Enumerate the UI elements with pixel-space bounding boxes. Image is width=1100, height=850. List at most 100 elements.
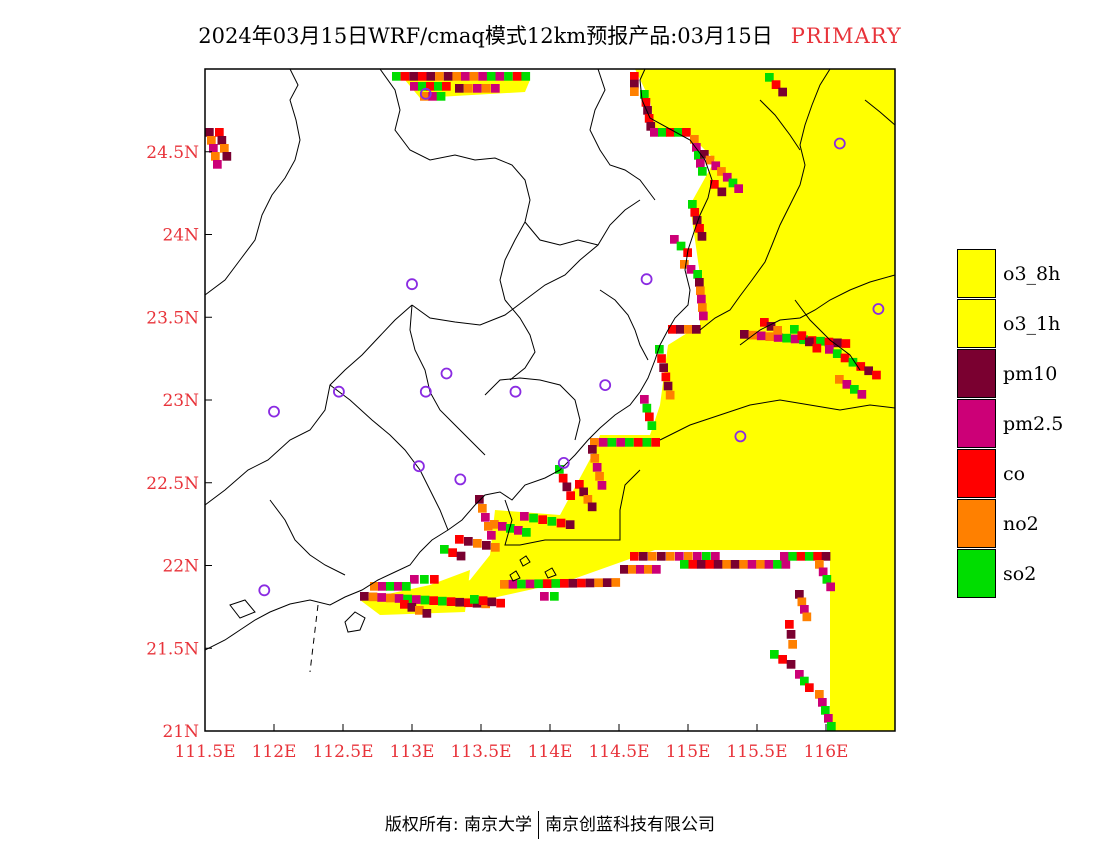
pollutant-cell xyxy=(565,520,575,529)
pollutant-cell xyxy=(435,72,444,81)
pollutant-cell xyxy=(864,366,873,376)
pollutant-cell xyxy=(636,565,645,574)
pollutant-cell xyxy=(409,72,418,81)
pollutant-cell xyxy=(400,600,409,609)
pollutant-cell xyxy=(575,480,584,489)
footer-separator xyxy=(538,811,540,839)
pollutant-cell xyxy=(386,593,395,603)
pollutant-cell xyxy=(470,595,479,604)
pollutant-cell xyxy=(770,650,779,659)
pollutant-cell xyxy=(702,552,711,561)
pollutant-cell xyxy=(668,325,677,334)
station-marker xyxy=(406,278,418,291)
pollutant-cell xyxy=(690,135,699,144)
pollutant-cell xyxy=(856,362,866,371)
admin-boundaries xyxy=(205,69,895,673)
pollutant-cell xyxy=(818,567,828,577)
pollutant-cell xyxy=(455,535,464,544)
pollutant-cell xyxy=(816,336,825,346)
pollutant-cell xyxy=(698,303,707,312)
legend-label: pm10 xyxy=(1003,363,1058,385)
pollutant-cell xyxy=(410,575,419,584)
station-marker xyxy=(640,273,653,286)
pollutant-cell xyxy=(692,216,702,225)
pollutant-cell xyxy=(209,144,218,153)
y-tick-label: 23N xyxy=(162,391,199,411)
pollutant-cell xyxy=(695,224,704,233)
island-3 xyxy=(519,555,531,567)
x-tick-label: 111.5E xyxy=(174,742,235,762)
pollutant-cell xyxy=(692,143,701,152)
pollutant-cell xyxy=(426,72,436,81)
pollutant-cell xyxy=(711,161,721,171)
station-marker xyxy=(599,379,612,392)
x-tick-label: 115E xyxy=(666,742,711,762)
pollutant-cell xyxy=(825,345,834,354)
pollutant-cell xyxy=(646,122,656,131)
pollutant-cell xyxy=(821,706,830,715)
pollutant-cell xyxy=(587,502,597,512)
legend-label: pm2.5 xyxy=(1003,413,1064,435)
pollutant-cell xyxy=(805,683,814,692)
pollutant-cell xyxy=(639,552,648,561)
pollutant-cell xyxy=(824,337,834,347)
pollutant-cell xyxy=(512,72,522,81)
pollutant-cell xyxy=(800,676,809,686)
pollutant-cell xyxy=(566,491,575,500)
pollutant-cell xyxy=(728,178,738,188)
pollutant-cell xyxy=(455,597,464,607)
legend-swatch xyxy=(957,299,996,348)
pollutant-cell xyxy=(443,72,453,81)
pollutant-cell xyxy=(802,612,812,622)
pollutant-cell xyxy=(448,548,457,557)
pollutant-cell xyxy=(693,270,702,279)
island-1 xyxy=(344,611,366,633)
pollutant-cell xyxy=(217,136,227,145)
pollutant-cell xyxy=(556,518,566,528)
pollutant-cell xyxy=(688,560,698,569)
station-marker xyxy=(268,405,280,418)
pollutant-cell xyxy=(682,128,691,137)
coastline-southeast xyxy=(659,399,895,441)
pollutant-cell xyxy=(771,80,781,89)
pollutant-cell xyxy=(756,560,765,569)
pollutant-cell xyxy=(696,159,705,168)
pollutant-cell xyxy=(795,590,804,599)
pollutant-cell xyxy=(520,512,529,521)
pollutant-cell xyxy=(760,318,769,327)
city-boundary-6 xyxy=(329,384,449,531)
legend-label: o3_1h xyxy=(1003,313,1061,335)
y-axis: 21N 21.5N 22N 22.5N 23N 23.5N 24N 24.5N xyxy=(146,143,212,742)
coastline-east xyxy=(739,274,895,346)
pollutant-cell xyxy=(665,390,675,400)
pollutant-cell xyxy=(452,72,462,81)
pollutant-cell xyxy=(220,144,229,153)
legend-label: so2 xyxy=(1003,563,1037,585)
pollutant-cell xyxy=(796,552,806,561)
pollutant-cell xyxy=(392,72,401,81)
x-tick-label: 113E xyxy=(390,742,435,762)
pollutant-cell xyxy=(822,575,832,584)
pollutant-cell xyxy=(690,208,700,217)
pollutant-cell xyxy=(647,421,657,430)
footer: 版权所有: 南京大学 南京创蓝科技有限公司 xyxy=(0,810,1100,839)
pollutant-cell xyxy=(410,82,419,91)
pollutant-cell xyxy=(722,172,732,182)
pearl-river-estuary-east xyxy=(504,469,641,546)
pollutant-cell xyxy=(686,265,696,274)
station-marker xyxy=(332,385,345,398)
pollutant-cell xyxy=(842,380,852,389)
pollutant-cell xyxy=(469,72,479,81)
pollutant-cell xyxy=(420,575,429,584)
city-boundary-2 xyxy=(411,199,641,326)
pollutant-cell xyxy=(840,353,850,363)
pollutant-cell xyxy=(674,128,683,137)
pollutant-cell xyxy=(675,552,684,561)
coastline xyxy=(205,69,713,651)
pollutant-cell xyxy=(550,592,559,601)
x-tick-label: 114E xyxy=(528,742,573,762)
x-tick-label: 115.5E xyxy=(726,742,787,762)
pollutant-cell xyxy=(207,136,216,145)
pollutant-cell xyxy=(730,560,740,569)
pollutant-cell xyxy=(484,522,493,531)
